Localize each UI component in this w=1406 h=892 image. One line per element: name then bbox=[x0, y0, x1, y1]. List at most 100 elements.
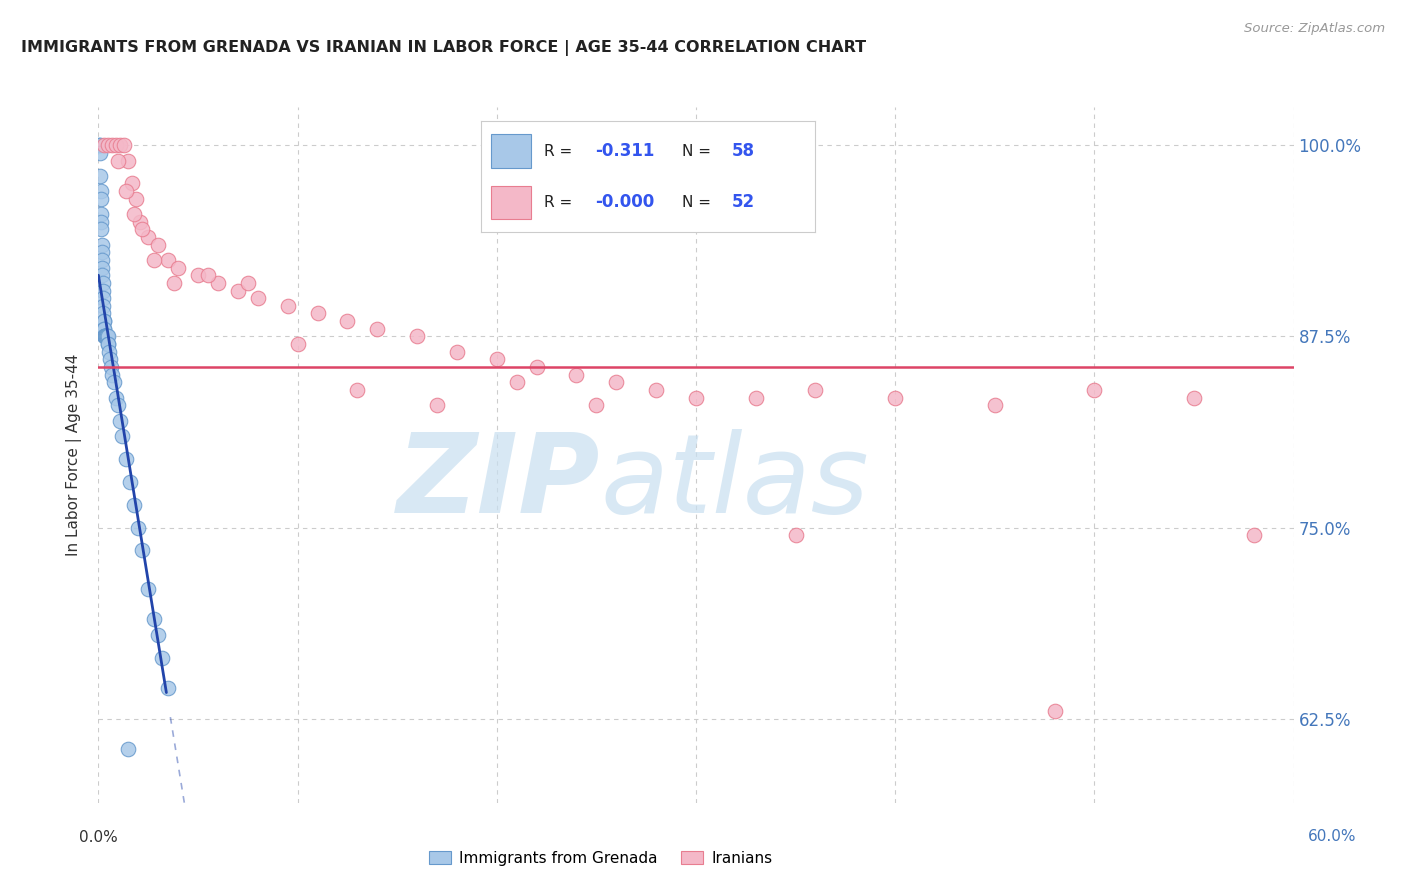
Point bbox=[94, 329, 117, 343]
Point bbox=[94, 329, 117, 343]
Text: 60.0%: 60.0% bbox=[1309, 830, 1357, 844]
Point bbox=[93, 329, 115, 343]
Point bbox=[93, 314, 115, 328]
Point bbox=[94, 329, 117, 343]
Point bbox=[131, 543, 153, 558]
Point bbox=[124, 207, 146, 221]
Point bbox=[167, 260, 190, 275]
Point bbox=[93, 138, 115, 153]
Point bbox=[107, 153, 129, 168]
Point bbox=[150, 650, 173, 665]
Text: 0.0%: 0.0% bbox=[79, 830, 118, 846]
Point bbox=[605, 376, 627, 390]
Point bbox=[97, 337, 120, 351]
Text: atlas: atlas bbox=[600, 429, 869, 536]
Point bbox=[197, 268, 219, 283]
Point bbox=[804, 383, 827, 397]
Point bbox=[98, 344, 121, 359]
Point bbox=[90, 237, 112, 252]
Point bbox=[103, 376, 125, 390]
Point bbox=[110, 413, 132, 427]
Point bbox=[163, 276, 186, 290]
Point bbox=[1083, 383, 1105, 397]
Point bbox=[121, 177, 143, 191]
Point bbox=[115, 184, 138, 198]
Point bbox=[685, 391, 707, 405]
Point bbox=[984, 398, 1007, 412]
Point bbox=[89, 138, 111, 153]
Point bbox=[110, 138, 132, 153]
Text: IMMIGRANTS FROM GRENADA VS IRANIAN IN LABOR FORCE | AGE 35-44 CORRELATION CHART: IMMIGRANTS FROM GRENADA VS IRANIAN IN LA… bbox=[21, 40, 866, 56]
Point bbox=[136, 230, 159, 244]
Point bbox=[91, 291, 114, 305]
Point bbox=[485, 352, 508, 367]
Point bbox=[105, 391, 128, 405]
Point bbox=[187, 268, 209, 283]
Point bbox=[136, 582, 159, 596]
Point bbox=[129, 215, 152, 229]
Point bbox=[94, 329, 117, 343]
Point bbox=[89, 138, 111, 153]
Point bbox=[645, 383, 668, 397]
Point bbox=[93, 322, 115, 336]
Point bbox=[90, 245, 112, 260]
Point bbox=[127, 520, 149, 534]
Point bbox=[107, 398, 129, 412]
Point bbox=[96, 329, 118, 343]
Point bbox=[90, 207, 112, 221]
Point bbox=[565, 368, 588, 382]
Point bbox=[1043, 704, 1066, 718]
Point bbox=[246, 291, 269, 305]
Point bbox=[236, 276, 259, 290]
Point bbox=[143, 612, 166, 626]
Point bbox=[96, 329, 118, 343]
Point bbox=[91, 284, 114, 298]
Text: ZIP: ZIP bbox=[396, 429, 600, 536]
Point bbox=[143, 252, 166, 267]
Point bbox=[96, 329, 118, 343]
Point bbox=[124, 498, 146, 512]
Point bbox=[157, 252, 180, 267]
Point bbox=[91, 276, 114, 290]
Point bbox=[93, 322, 115, 336]
Point bbox=[526, 359, 548, 374]
Point bbox=[91, 268, 114, 283]
Point bbox=[207, 276, 229, 290]
Point bbox=[101, 138, 124, 153]
Point bbox=[346, 383, 368, 397]
Point bbox=[91, 299, 114, 313]
Point bbox=[307, 306, 329, 320]
Point bbox=[406, 329, 429, 343]
Point bbox=[91, 252, 114, 267]
Point bbox=[117, 742, 139, 756]
Point bbox=[157, 681, 180, 695]
Point bbox=[745, 391, 768, 405]
Point bbox=[98, 352, 122, 367]
Point bbox=[1243, 528, 1265, 542]
Point bbox=[336, 314, 359, 328]
Point bbox=[125, 192, 148, 206]
Point bbox=[111, 429, 134, 443]
Point bbox=[94, 329, 117, 343]
Legend: Immigrants from Grenada, Iranians: Immigrants from Grenada, Iranians bbox=[422, 845, 779, 871]
Point bbox=[277, 299, 299, 313]
Point bbox=[446, 344, 468, 359]
Point bbox=[90, 215, 112, 229]
Point bbox=[100, 359, 122, 374]
Point bbox=[93, 306, 115, 320]
Point bbox=[287, 337, 309, 351]
Point bbox=[226, 284, 249, 298]
Point bbox=[785, 528, 807, 542]
Point bbox=[148, 627, 170, 641]
Point bbox=[1182, 391, 1205, 405]
Point bbox=[101, 368, 124, 382]
Point bbox=[97, 138, 120, 153]
Point bbox=[91, 260, 114, 275]
Point bbox=[105, 138, 128, 153]
Point bbox=[117, 153, 139, 168]
Point bbox=[90, 184, 112, 198]
Point bbox=[115, 451, 138, 466]
Y-axis label: In Labor Force | Age 35-44: In Labor Force | Age 35-44 bbox=[66, 354, 83, 556]
Point bbox=[89, 145, 111, 160]
Point bbox=[97, 337, 120, 351]
